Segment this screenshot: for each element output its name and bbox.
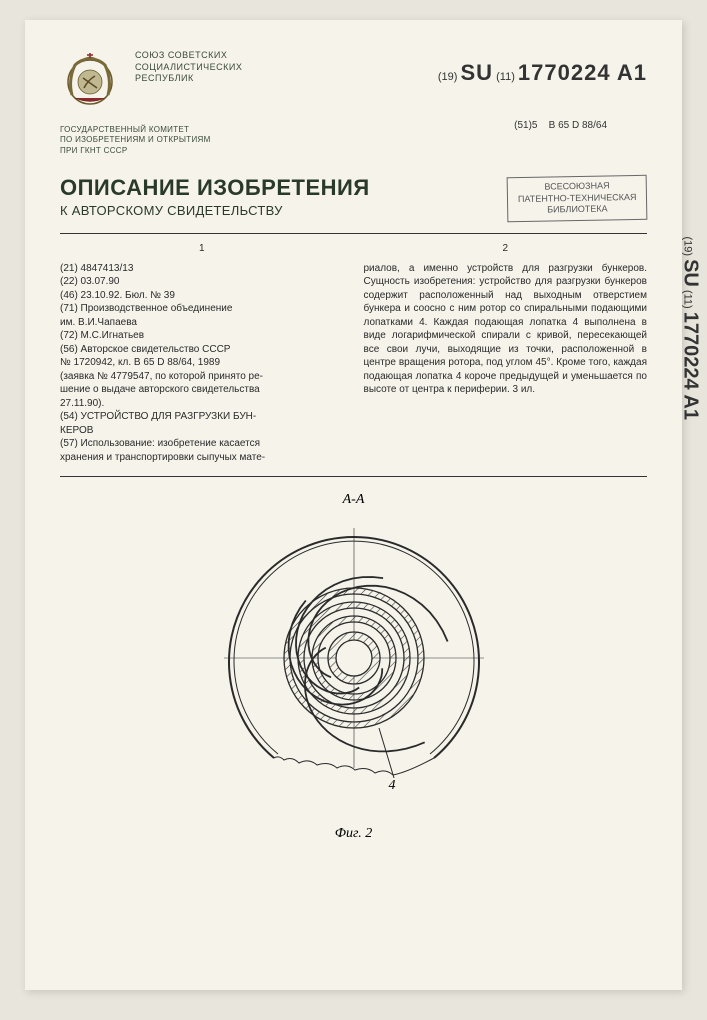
col1-body: (21) 4847413/13(22) 03.07.90(46) 23.10.9… [60, 262, 344, 465]
ref-number: 4 [389, 778, 396, 794]
column-1: 1 (21) 4847413/13(22) 03.07.90(46) 23.10… [60, 242, 344, 464]
col-number: 1 [60, 242, 344, 256]
figure-area: А-А 4 Фиг. 2 [60, 492, 647, 842]
ipc-classification: (51)5 B 65 D 88/64 [514, 120, 607, 131]
union-line: РЕСПУБЛИК [135, 73, 242, 85]
col1-line: КЕРОВ [60, 424, 344, 438]
patent-page: СОЮЗ СОВЕТСКИХ СОЦИАЛИСТИЧЕСКИХ РЕСПУБЛИ… [25, 20, 682, 990]
pub-prefix: (19) [438, 71, 458, 83]
spiral-figure-icon [204, 513, 504, 813]
library-stamp: ВСЕСОЮЗНАЯ ПАТЕНТНО-ТЕХНИЧЕСКАЯ БИБЛИОТЕ… [506, 175, 647, 223]
col1-line: им. В.И.Чапаева [60, 316, 344, 330]
main-title: ОПИСАНИЕ ИЗОБРЕТЕНИЯ [60, 176, 370, 200]
col1-line: № 1720942, кл. B 65 D 88/64, 1989 [60, 356, 344, 370]
col1-line: (54) УСТРОЙСТВО ДЛЯ РАЗГРУЗКИ БУН- [60, 410, 344, 424]
class-code: B 65 D 88/64 [549, 120, 607, 131]
section-label: А-А [60, 492, 647, 508]
side-number: 1770224 A1 [680, 312, 702, 420]
side-num-prefix: (11) [682, 290, 694, 309]
col1-line: (57) Использование: изобретение касается [60, 437, 344, 451]
union-line: СОЮЗ СОВЕТСКИХ [135, 50, 242, 62]
divider [60, 233, 647, 234]
col1-line: (72) М.С.Игнатьев [60, 329, 344, 343]
figure-svg-wrapper: 4 [204, 513, 504, 818]
column-2: 2 риалов, а именно устройств для разгруз… [364, 242, 648, 464]
title-group: ОПИСАНИЕ ИЗОБРЕТЕНИЯ К АВТОРСКОМУ СВИДЕТ… [60, 176, 370, 218]
col1-line: (46) 23.10.92. Бюл. № 39 [60, 289, 344, 303]
pub-country: SU [460, 60, 493, 85]
col2-body: риалов, а именно устройств для разгрузки… [364, 262, 648, 397]
col-number: 2 [364, 242, 648, 256]
side-publication-id: (19) SU (11) 1770224 A1 [679, 236, 702, 420]
class-prefix: (51)5 [514, 120, 537, 131]
pub-number: 1770224 A1 [518, 60, 647, 85]
body-columns: 1 (21) 4847413/13(22) 03.07.90(46) 23.10… [60, 242, 647, 464]
col1-line: хранения и транспортировки сыпучых мате- [60, 451, 344, 465]
figure-caption: Фиг. 2 [60, 826, 647, 842]
col1-line: (56) Авторское свидетельство СССР [60, 343, 344, 357]
pub-num-prefix: (11) [496, 71, 515, 83]
col1-line: (22) 03.07.90 [60, 275, 344, 289]
divider [60, 476, 647, 477]
ussr-emblem-icon [60, 50, 120, 110]
col1-line: (21) 4847413/13 [60, 262, 344, 276]
union-line: СОЦИАЛИСТИЧЕСКИХ [135, 62, 242, 74]
stamp-line: БИБЛИОТЕКА [518, 204, 637, 218]
publication-id: (19) SU (11) 1770224 A1 [438, 60, 647, 86]
side-prefix: (19) [682, 236, 694, 256]
col1-line: шение о выдаче авторского свидетельства [60, 383, 344, 397]
col1-line: (заявка № 4779547, по которой принято ре… [60, 370, 344, 384]
committee-line: ПО ИЗОБРЕТЕНИЯМ И ОТКРЫТИЯМ [60, 135, 647, 145]
col1-line: 27.11.90). [60, 397, 344, 411]
col1-line: (71) Производственное объединение [60, 302, 344, 316]
union-label: СОЮЗ СОВЕТСКИХ СОЦИАЛИСТИЧЕСКИХ РЕСПУБЛИ… [135, 50, 242, 85]
sub-title: К АВТОРСКОМУ СВИДЕТЕЛЬСТВУ [60, 203, 370, 218]
side-country: SU [680, 259, 702, 287]
title-block: ОПИСАНИЕ ИЗОБРЕТЕНИЯ К АВТОРСКОМУ СВИДЕТ… [60, 176, 647, 221]
committee-line: ПРИ ГКНТ СССР [60, 146, 647, 156]
